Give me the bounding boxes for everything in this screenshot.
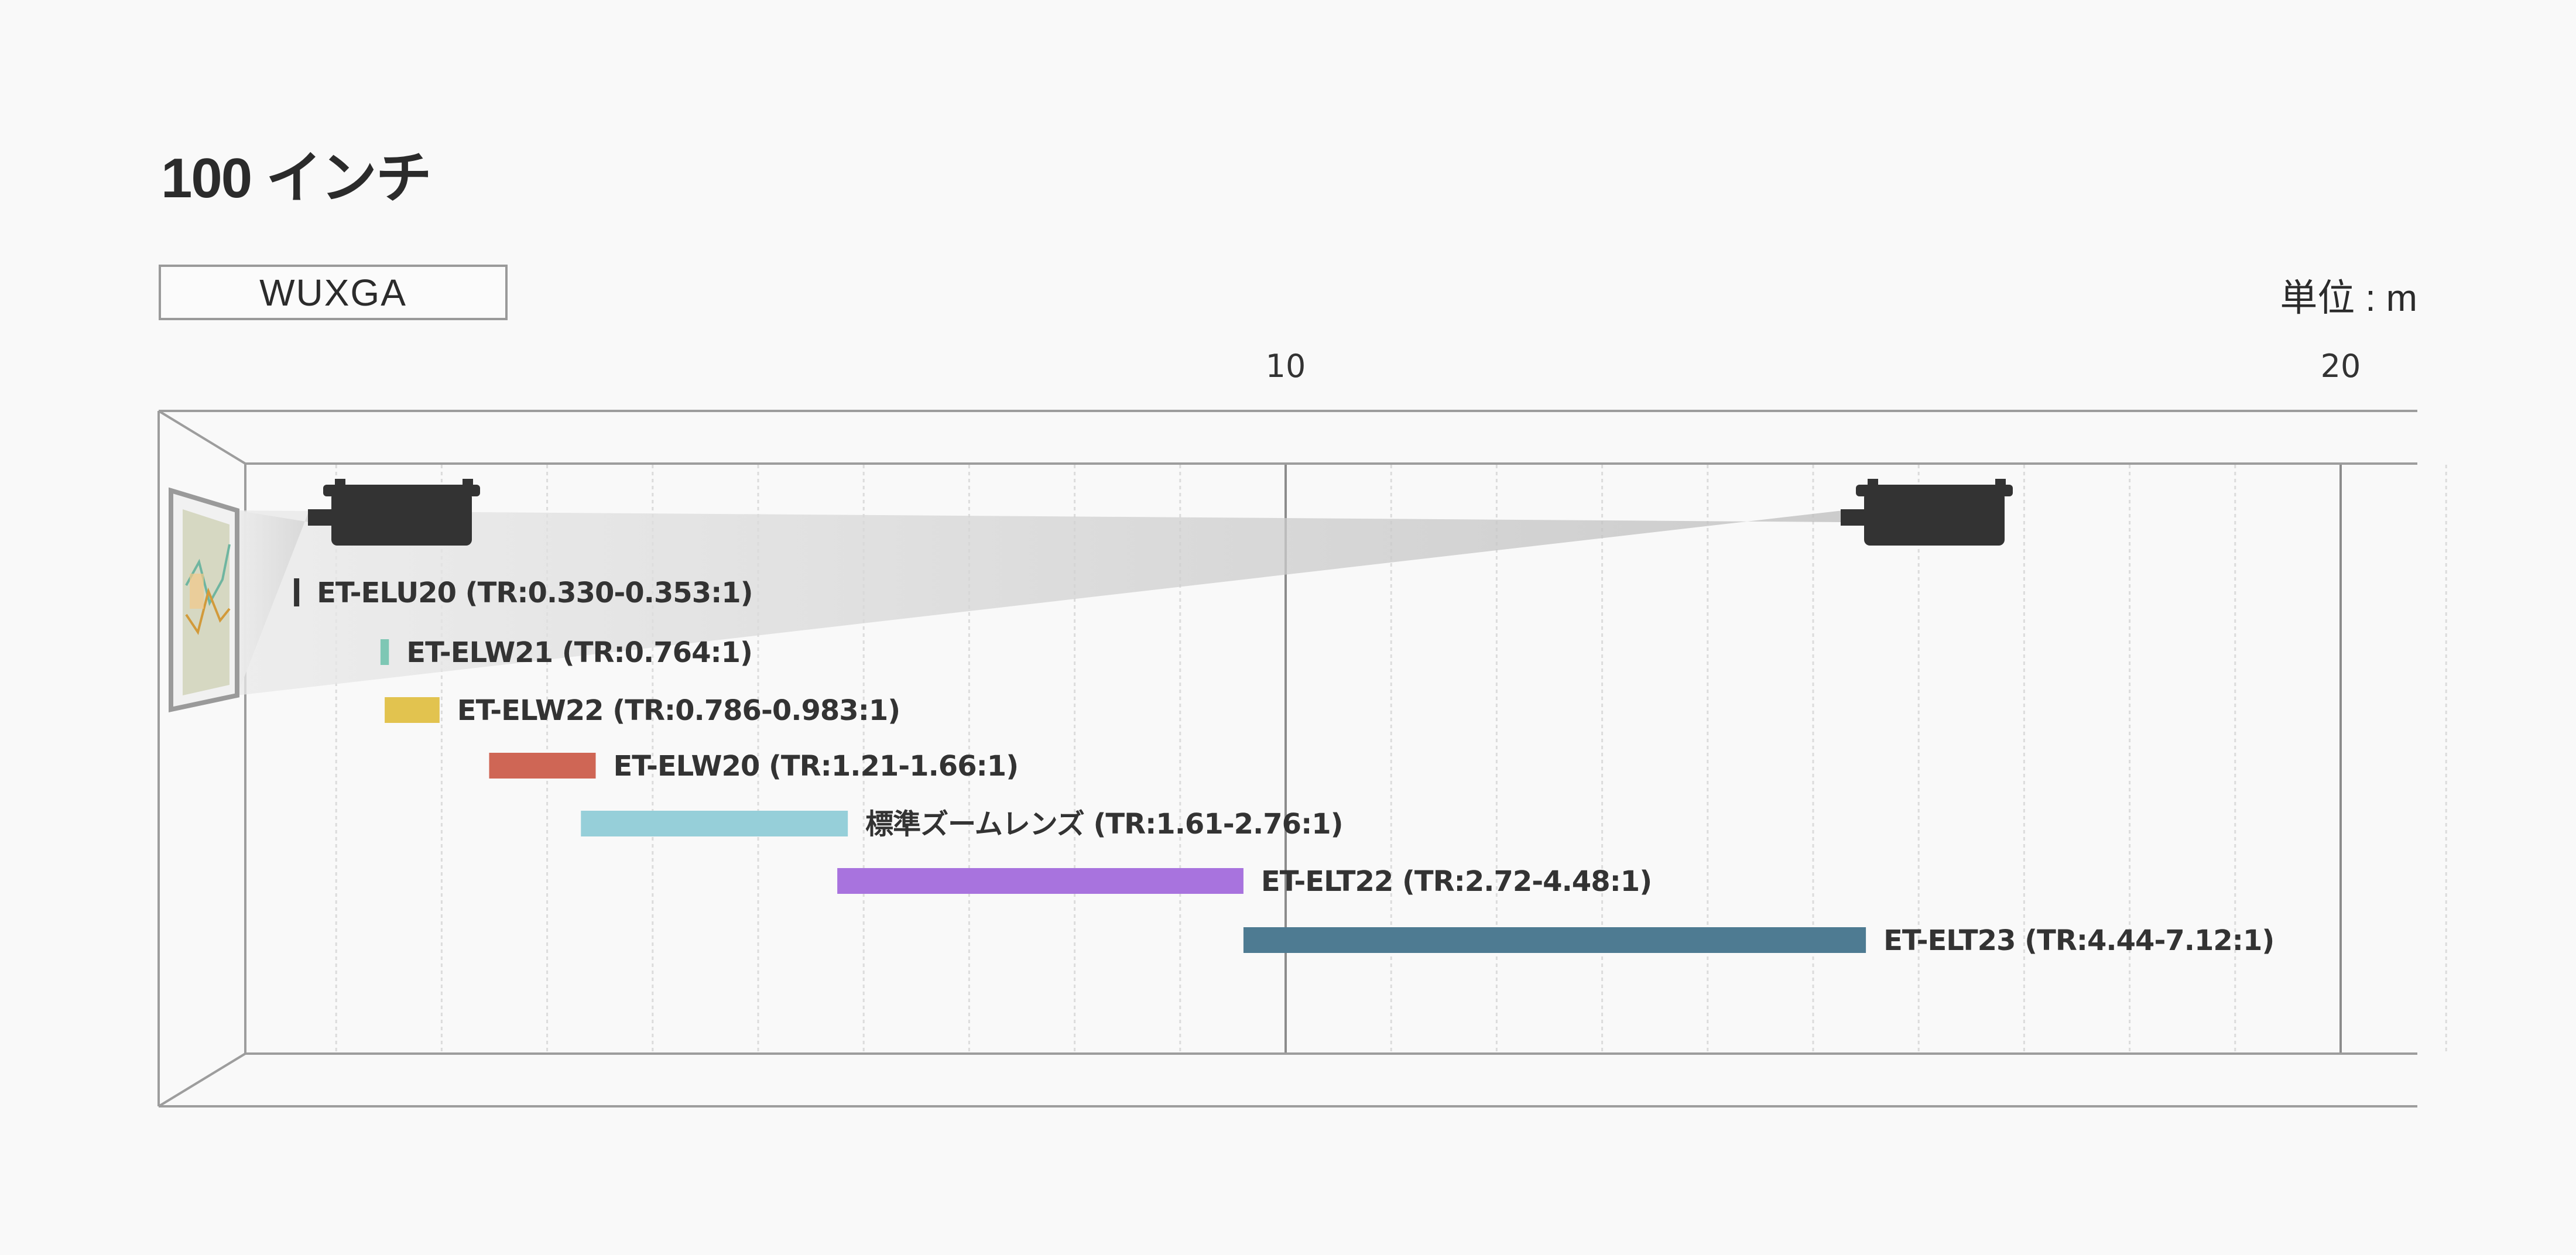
lens-label: ET-ELW22 (TR:0.786-0.983:1) bbox=[457, 694, 900, 727]
x-tick-label: 10 bbox=[1266, 348, 1306, 385]
resolution-label: WUXGA bbox=[259, 271, 407, 314]
projector-icon bbox=[308, 479, 480, 546]
lens-range-bars: ET-ELU20 (TR:0.330-0.353:1) ET-ELW21 (TR:… bbox=[294, 577, 2274, 957]
lens-label: ET-ELT23 (TR:4.44-7.12:1) bbox=[1883, 924, 2274, 957]
lens-range-bar bbox=[837, 868, 1244, 894]
resolution-box: WUXGA bbox=[159, 265, 508, 320]
lens-label: ET-ELW20 (TR:1.21-1.66:1) bbox=[613, 750, 1018, 783]
lens-range-bar bbox=[385, 697, 440, 723]
lens-range-bar bbox=[380, 639, 389, 665]
lens-range-bar bbox=[581, 811, 848, 836]
x-axis-ticks: 10 20 bbox=[1266, 348, 2361, 385]
lens-label: 標準ズームレンズ (TR:1.61-2.76:1) bbox=[865, 808, 1342, 841]
projection-beam-far bbox=[237, 510, 1843, 695]
projector-icon bbox=[1841, 479, 2013, 546]
x-tick-label: 20 bbox=[2321, 348, 2361, 385]
lens-range-bar bbox=[294, 578, 300, 606]
lens-range-bar bbox=[489, 753, 596, 779]
lens-range-bar bbox=[1243, 927, 1866, 953]
page-title: 100 インチ bbox=[161, 147, 432, 210]
lens-label: ET-ELW21 (TR:0.764:1) bbox=[406, 636, 752, 669]
unit-label: 単位 : m bbox=[2280, 277, 2417, 319]
screen-icon bbox=[169, 487, 239, 712]
lens-label: ET-ELU20 (TR:0.330-0.353:1) bbox=[317, 577, 753, 609]
projection-beam-near bbox=[237, 510, 309, 695]
lens-label: ET-ELT22 (TR:2.72-4.48:1) bbox=[1261, 865, 1652, 898]
